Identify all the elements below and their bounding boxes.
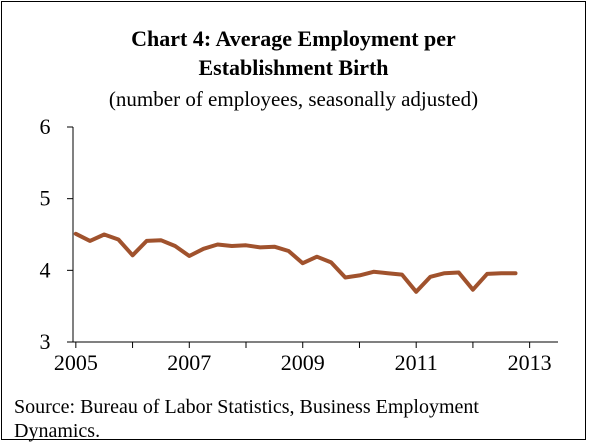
chart-title: Chart 4: Average Employment per Establis… bbox=[2, 24, 585, 82]
chart-subtitle: (number of employees, seasonally adjuste… bbox=[108, 87, 479, 111]
x-tick-label-2013: 2013 bbox=[508, 350, 552, 375]
y-tick-label-6: 6 bbox=[40, 114, 51, 139]
series-line bbox=[73, 231, 518, 294]
x-tick-label-2005: 2005 bbox=[54, 350, 98, 375]
chart-source: Source: Bureau of Labor Statistics, Busi… bbox=[14, 395, 584, 443]
x-tick-label-2007: 2007 bbox=[167, 350, 211, 375]
x-tick-label-2011: 2011 bbox=[395, 350, 438, 375]
y-tick-label-5: 5 bbox=[40, 186, 51, 211]
chart-title-line-2: Establishment Birth bbox=[198, 55, 389, 80]
source-line-2: Dynamics. bbox=[14, 420, 101, 442]
chart-title-line-1: Chart 4: Average Employment per bbox=[131, 26, 456, 51]
y-tick-label-4: 4 bbox=[40, 257, 51, 282]
source-line-1: Source: Bureau of Labor Statistics, Busi… bbox=[14, 396, 479, 418]
y-tick-label-3: 3 bbox=[40, 329, 51, 354]
x-tick-label-2009: 2009 bbox=[281, 350, 325, 375]
